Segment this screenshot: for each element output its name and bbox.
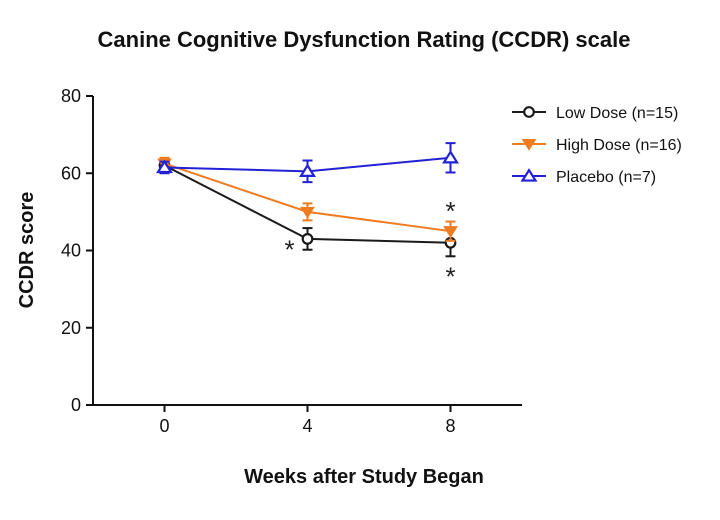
legend-item: Placebo (n=7) bbox=[512, 168, 656, 186]
data-point-triangle-down bbox=[443, 226, 458, 238]
y-tick-label: 20 bbox=[61, 318, 81, 338]
chart-title: Canine Cognitive Dysfunction Rating (CCD… bbox=[98, 27, 631, 52]
data-point-triangle-down bbox=[300, 206, 315, 219]
legend-marker bbox=[523, 106, 535, 118]
y-tick-label: 60 bbox=[61, 163, 81, 183]
legend-item: Low Dose (n=15) bbox=[512, 105, 678, 122]
data-point-triangle-up bbox=[299, 163, 316, 177]
legend-label: Low Dose (n=15) bbox=[556, 105, 678, 122]
x-axis-ticks: 0 4 8 bbox=[159, 405, 456, 436]
significance-asterisk: * bbox=[284, 235, 294, 265]
x-tick-label: 4 bbox=[302, 416, 312, 436]
series-2 bbox=[156, 142, 459, 184]
data-point-circle bbox=[301, 233, 314, 245]
legend-label: Placebo (n=7) bbox=[556, 169, 656, 186]
significance-asterisk: * bbox=[445, 262, 455, 292]
annotation-layer: * * * bbox=[284, 196, 455, 292]
series-layer bbox=[156, 142, 459, 258]
y-tick-label: 0 bbox=[71, 395, 81, 415]
legend-marker bbox=[520, 168, 538, 182]
x-axis-label: Weeks after Study Began bbox=[244, 466, 484, 488]
y-tick-label: 80 bbox=[61, 86, 81, 106]
legend-item: High Dose (n=16) bbox=[512, 137, 682, 154]
y-axis-label: CCDR score bbox=[16, 192, 38, 309]
x-tick-label: 0 bbox=[159, 416, 169, 436]
x-tick-label: 8 bbox=[445, 416, 455, 436]
data-point-triangle-up bbox=[442, 149, 459, 164]
legend-marker bbox=[521, 138, 537, 151]
significance-asterisk: * bbox=[445, 196, 455, 226]
y-tick-label: 40 bbox=[61, 241, 81, 261]
data-point-triangle-up bbox=[156, 159, 173, 174]
y-axis-ticks: 0 20 40 60 80 bbox=[61, 86, 93, 415]
legend: Low Dose (n=15) High Dose (n=16) Placebo (… bbox=[512, 105, 682, 186]
legend-label: High Dose (n=16) bbox=[556, 137, 682, 154]
